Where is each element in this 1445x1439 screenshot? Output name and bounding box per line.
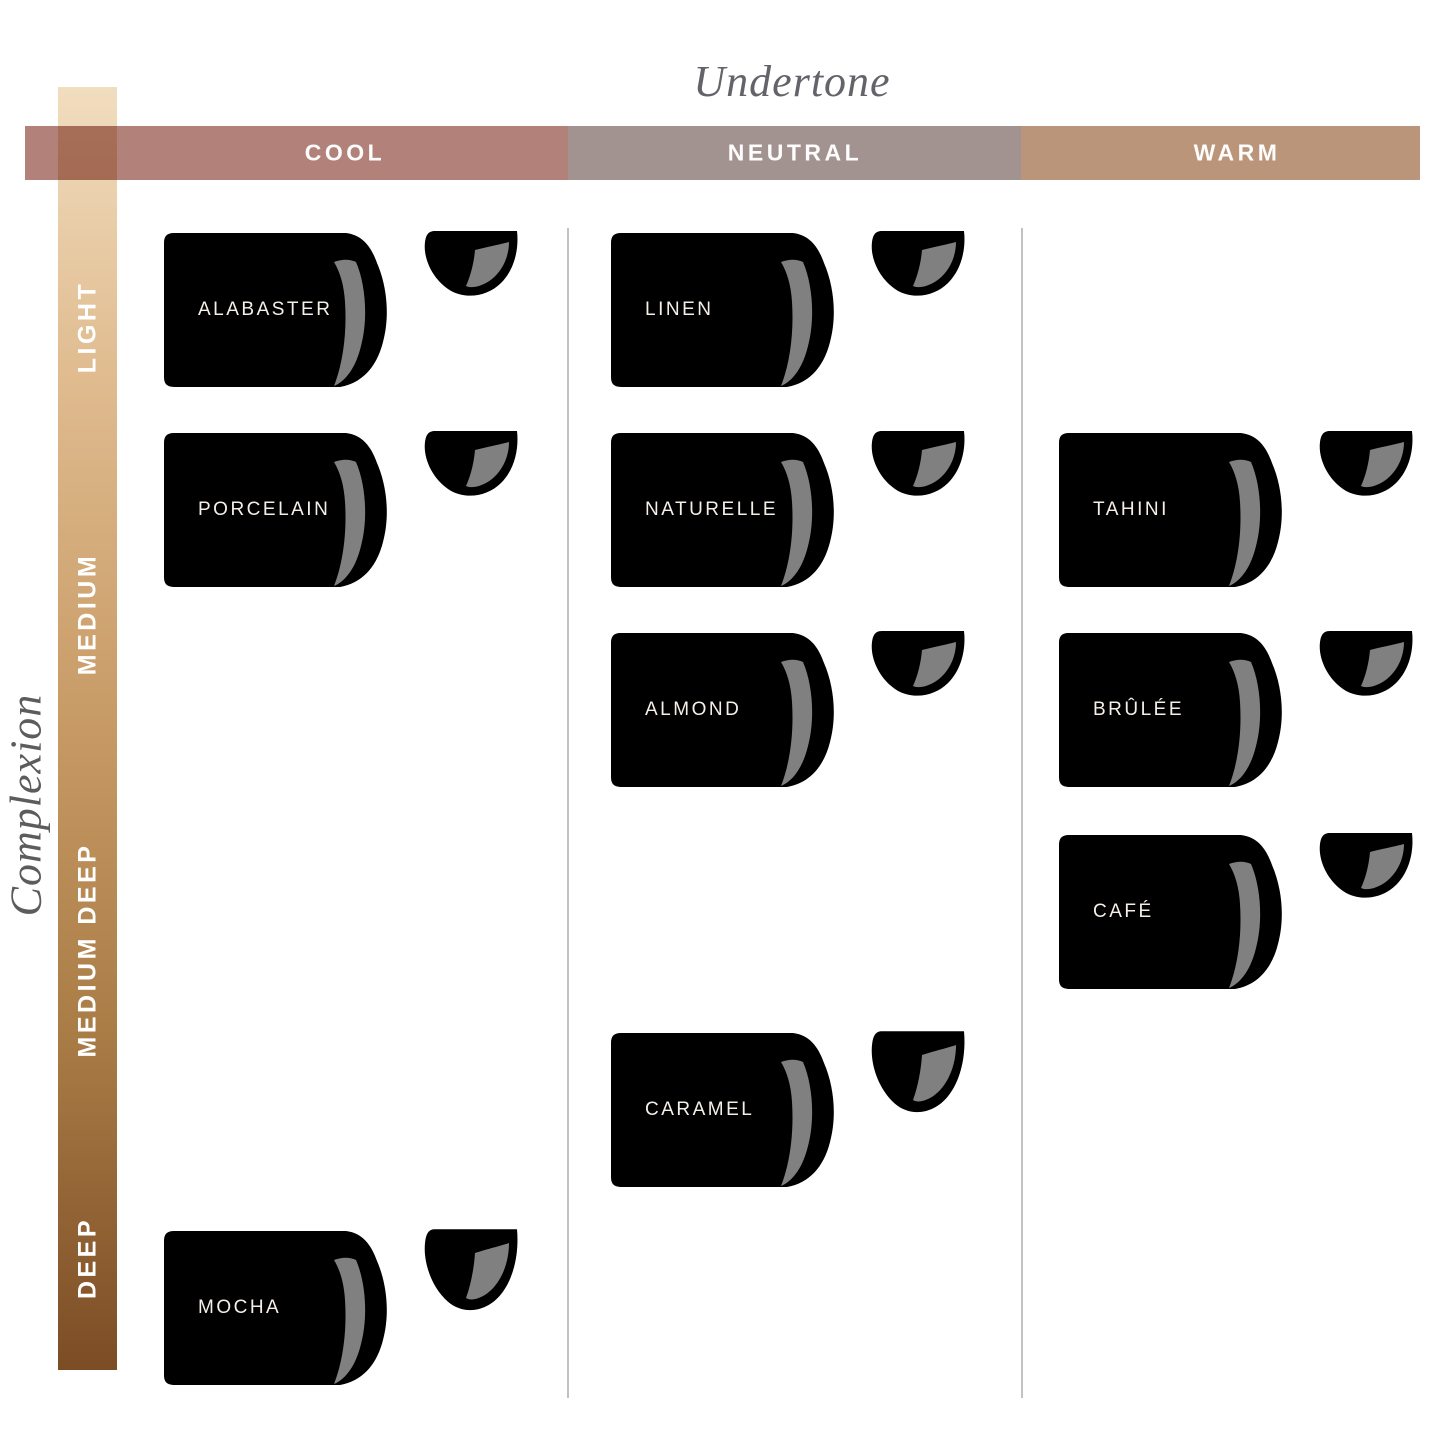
foundation-drop-graphic bbox=[1319, 631, 1413, 696]
shade-cell-caramel: CARAMEL bbox=[607, 1030, 969, 1192]
band-label-deep: DEEP bbox=[73, 1216, 102, 1300]
shade-cell-mocha: MOCHA bbox=[160, 1228, 522, 1390]
shade-cell-linen: LINEN bbox=[607, 230, 969, 392]
undertone-label-neutral: NEUTRAL bbox=[727, 139, 863, 166]
foundation-drop-graphic bbox=[871, 631, 965, 696]
shade-name: TAHINI bbox=[1093, 499, 1169, 520]
undertone-segment-warm bbox=[1021, 126, 1420, 180]
shade-name: BRÛLÉE bbox=[1093, 699, 1185, 720]
foundation-drop-graphic bbox=[871, 231, 965, 296]
shade-name: CARAMEL bbox=[645, 1099, 755, 1120]
complexion-axis-title: Complexion bbox=[1, 693, 51, 917]
undertone-label-cool: COOL bbox=[304, 139, 386, 166]
shade-name: ALMOND bbox=[645, 699, 742, 720]
undertone-segment-neutral bbox=[568, 126, 1021, 180]
foundation-drop-graphic bbox=[1319, 833, 1413, 898]
shade-name: PORCELAIN bbox=[198, 499, 331, 520]
complexion-gradient-bar bbox=[58, 87, 117, 1370]
undertone-label-warm: WARM bbox=[1193, 139, 1281, 166]
undertone-axis-title: Undertone bbox=[693, 57, 891, 106]
shade-name: ALABASTER bbox=[198, 299, 333, 320]
shade-name: CAFÉ bbox=[1093, 901, 1154, 922]
divider-cool-neutral bbox=[567, 228, 569, 1398]
shade-cell-alabaster: ALABASTER bbox=[160, 230, 522, 392]
undertone-header-bar: COOL NEUTRAL WARM bbox=[25, 126, 1420, 180]
shade-cell-tahini: TAHINI bbox=[1055, 430, 1417, 592]
shade-name: MOCHA bbox=[198, 1297, 282, 1318]
shade-cell-almond: ALMOND bbox=[607, 630, 969, 792]
foundation-drop-graphic bbox=[424, 231, 518, 296]
foundation-drop-graphic bbox=[1319, 431, 1413, 496]
foundation-drop-graphic bbox=[871, 431, 965, 496]
shade-name: LINEN bbox=[645, 299, 714, 320]
shade-cell-cafe: CAFÉ bbox=[1055, 832, 1417, 994]
band-label-medium-deep: MEDIUM DEEP bbox=[73, 842, 102, 1058]
foundation-drop-graphic bbox=[424, 431, 518, 496]
shade-name: NATURELLE bbox=[645, 499, 779, 520]
foundation-drop-graphic bbox=[424, 1229, 518, 1311]
band-label-medium: MEDIUM bbox=[73, 552, 102, 676]
shade-cell-porcelain: PORCELAIN bbox=[160, 430, 522, 592]
shade-cell-brulee: BRÛLÉE bbox=[1055, 630, 1417, 792]
band-label-light: LIGHT bbox=[73, 280, 102, 374]
foundation-drop-graphic bbox=[871, 1031, 965, 1113]
shade-cell-naturelle: NATURELLE bbox=[607, 430, 969, 592]
divider-neutral-warm bbox=[1021, 228, 1023, 1398]
